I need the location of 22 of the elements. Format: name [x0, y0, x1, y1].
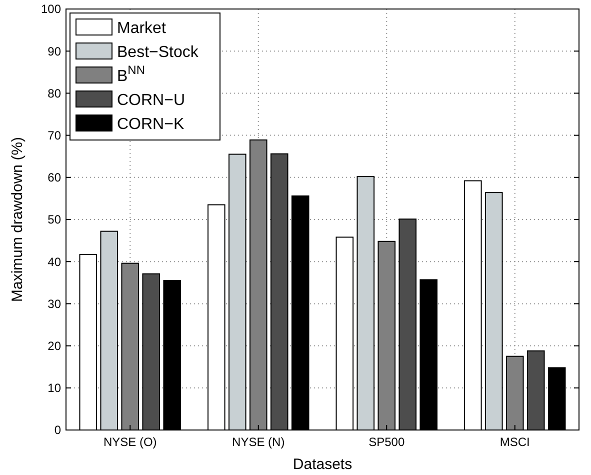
y-tick-label: 60: [48, 170, 62, 185]
legend-label: Market: [117, 20, 166, 37]
legend-label: CORN−K: [117, 116, 184, 133]
x-tick-label: NYSE (N): [232, 435, 285, 449]
y-tick-label: 80: [48, 86, 62, 100]
legend-label: Best−Stock: [117, 44, 200, 61]
x-tick-label: NYSE (O): [103, 435, 157, 449]
x-tick-label: MSCI: [500, 435, 530, 449]
y-axis-title: Maximum drawdown (%): [9, 136, 26, 302]
x-axis-title: Datasets: [292, 456, 352, 473]
x-tick-label: SP500: [368, 435, 405, 449]
legend-label: CORN−U: [117, 92, 186, 109]
y-tick-label: 50: [48, 212, 62, 227]
y-tick-label: 0: [54, 423, 62, 438]
y-tick-label: 100: [40, 2, 62, 16]
y-tick-label: 20: [48, 339, 62, 353]
y-tick-label: 40: [48, 254, 62, 269]
y-tick-label: 30: [48, 296, 62, 311]
y-tick-label: 90: [48, 44, 62, 58]
y-tick-label: 10: [48, 381, 62, 396]
legend-label: B$^{NN}$: [117, 63, 146, 85]
y-tick-label: 70: [48, 128, 62, 142]
